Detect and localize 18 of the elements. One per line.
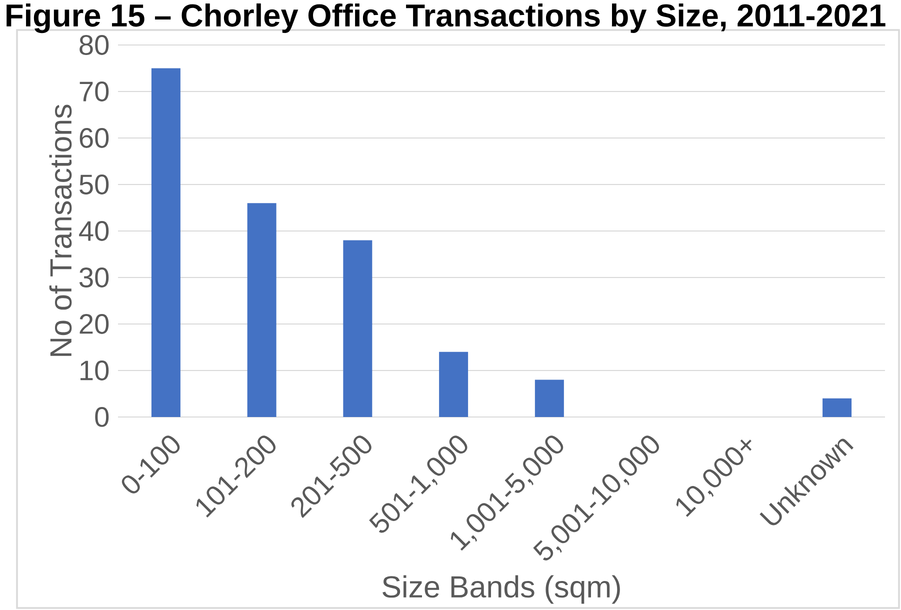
y-tick-label: 50 [80, 174, 109, 194]
bar [247, 203, 276, 417]
bar [439, 352, 468, 417]
chart-title: Figure 15 – Chorley Office Transactions by Size, 2011-2021 [6, 3, 886, 34]
y-tick-label: 70 [80, 82, 109, 102]
y-tick-label: 60 [80, 128, 109, 148]
bar [343, 240, 372, 417]
y-tick-label: 20 [80, 314, 109, 334]
y-tick-label: 80 [80, 35, 109, 55]
bar [534, 380, 564, 417]
y-tick-label: 10 [80, 360, 109, 380]
y-tick-label: 0 [95, 407, 109, 427]
y-tick-label: 40 [79, 221, 109, 241]
bar [822, 398, 852, 417]
bar [151, 68, 180, 417]
y-tick-label: 30 [79, 268, 109, 288]
y-axis-title: No of Transactions [49, 104, 72, 356]
x-axis-title: Size Bands (sqm) [382, 575, 620, 604]
